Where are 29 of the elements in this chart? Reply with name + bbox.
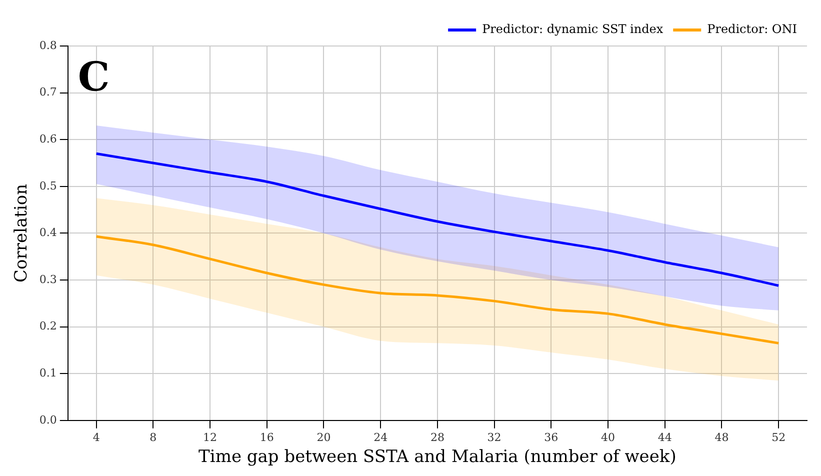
x-tick-label: 52	[772, 430, 786, 444]
line-series	[95, 152, 780, 287]
x-tick-label: 28	[430, 430, 444, 444]
y-tick-label: 0.8	[39, 38, 57, 52]
x-tick-label: 44	[658, 430, 672, 444]
y-tick-label: 0.7	[39, 86, 57, 99]
x-axis-title: Time gap between SSTA and Malaria (number of week)	[198, 447, 676, 468]
x-tick-label: 20	[316, 430, 331, 444]
x-tick-label: 16	[260, 430, 274, 444]
legend-label: Predictor: ONI	[707, 22, 798, 36]
legend-label: Predictor: dynamic SST index	[482, 22, 664, 36]
y-tick-label: 0.4	[39, 226, 57, 240]
y-tick-label: 0.2	[39, 320, 57, 333]
y-tick-label: 0.5	[39, 179, 57, 192]
y-tick-label: 0.6	[39, 132, 57, 146]
y-tick-label: 0.3	[39, 272, 57, 286]
y-tick-label: 0.1	[39, 366, 57, 380]
x-tick-label: 4	[92, 430, 100, 444]
x-tick-label: 8	[150, 430, 157, 444]
line-series	[95, 235, 780, 344]
x-tick-label: 48	[714, 430, 729, 444]
annotation: C	[78, 53, 110, 100]
x-tick-label: 40	[601, 430, 616, 444]
x-tick-label: 32	[487, 430, 502, 444]
y-tick-label: 0.0	[39, 413, 57, 426]
x-tick-label: 36	[544, 430, 558, 444]
x-tick-label: 24	[374, 430, 388, 444]
x-tick-label: 12	[203, 430, 218, 444]
y-axis-title: Correlation	[12, 184, 32, 282]
